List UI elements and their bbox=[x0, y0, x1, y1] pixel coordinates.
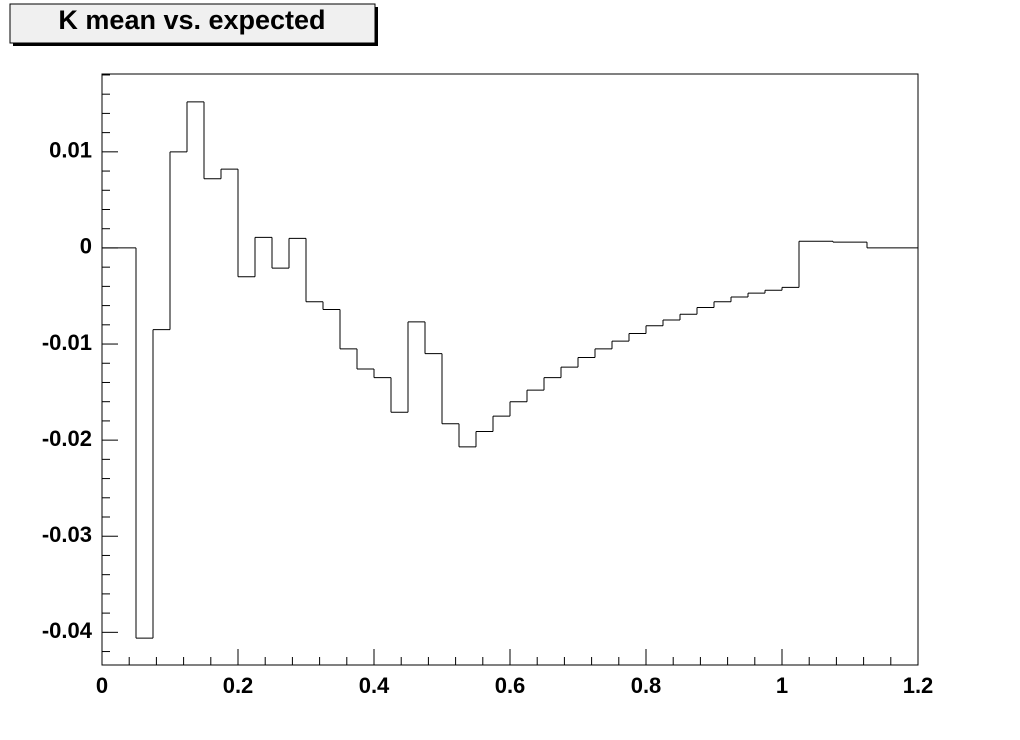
y-tick-label: -0.03 bbox=[42, 522, 92, 547]
y-tick-label: 0 bbox=[80, 234, 92, 259]
x-tick-label: 0.6 bbox=[495, 673, 526, 698]
y-tick-label: -0.04 bbox=[42, 618, 93, 643]
x-tick-label: 1.2 bbox=[903, 673, 934, 698]
title-box bbox=[9, 3, 376, 44]
x-tick-label: 0.4 bbox=[359, 673, 390, 698]
x-tick-label: 0.2 bbox=[223, 673, 254, 698]
chart-title: K mean vs. expected bbox=[58, 5, 325, 35]
x-tick-label: 0.8 bbox=[631, 673, 662, 698]
y-tick-label: -0.01 bbox=[42, 330, 92, 355]
x-tick-label: 0 bbox=[96, 673, 108, 698]
y-tick-label: 0.01 bbox=[49, 138, 92, 163]
x-tick-label: 1 bbox=[776, 673, 788, 698]
y-tick-label: -0.02 bbox=[42, 426, 92, 451]
